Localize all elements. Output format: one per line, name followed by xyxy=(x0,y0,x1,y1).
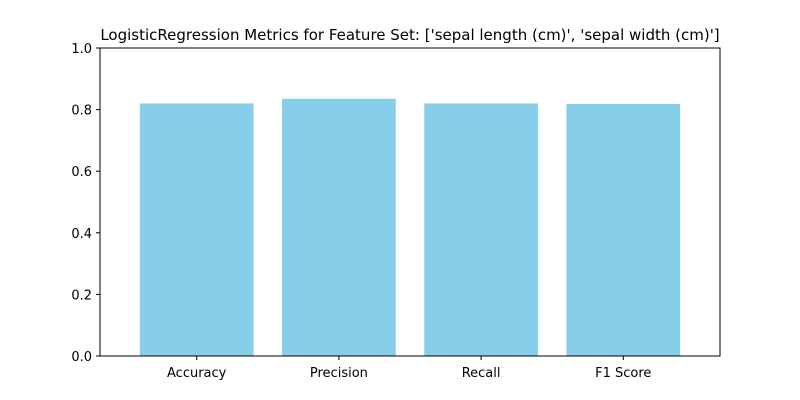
bar-precision xyxy=(282,98,396,356)
bar-recall xyxy=(424,103,538,356)
bar-f1-score xyxy=(566,104,681,356)
y-tick-label: 0.6 xyxy=(71,165,92,180)
axes-frame xyxy=(99,47,721,357)
y-tick-label: 0.8 xyxy=(71,104,92,119)
x-tick-label: Recall xyxy=(462,366,501,381)
bar-accuracy xyxy=(139,103,254,356)
x-tick-label: Precision xyxy=(310,366,368,381)
x-tick-label: F1 Score xyxy=(595,366,651,381)
y-tick-label: 1.0 xyxy=(71,42,92,57)
bars-layer xyxy=(139,98,681,356)
y-tick-label: 0.4 xyxy=(71,227,92,242)
y-tick-label: 0.2 xyxy=(71,288,92,303)
axes-layer: 0.0 0.2 0.4 0.6 0.8 1.0 Accuracy Precision Recal… xyxy=(71,42,721,381)
x-tick-label: Accuracy xyxy=(167,366,227,381)
y-tick-label: 0.0 xyxy=(71,350,92,365)
chart-title: LogisticRegression Metrics for Feature S… xyxy=(100,26,719,44)
